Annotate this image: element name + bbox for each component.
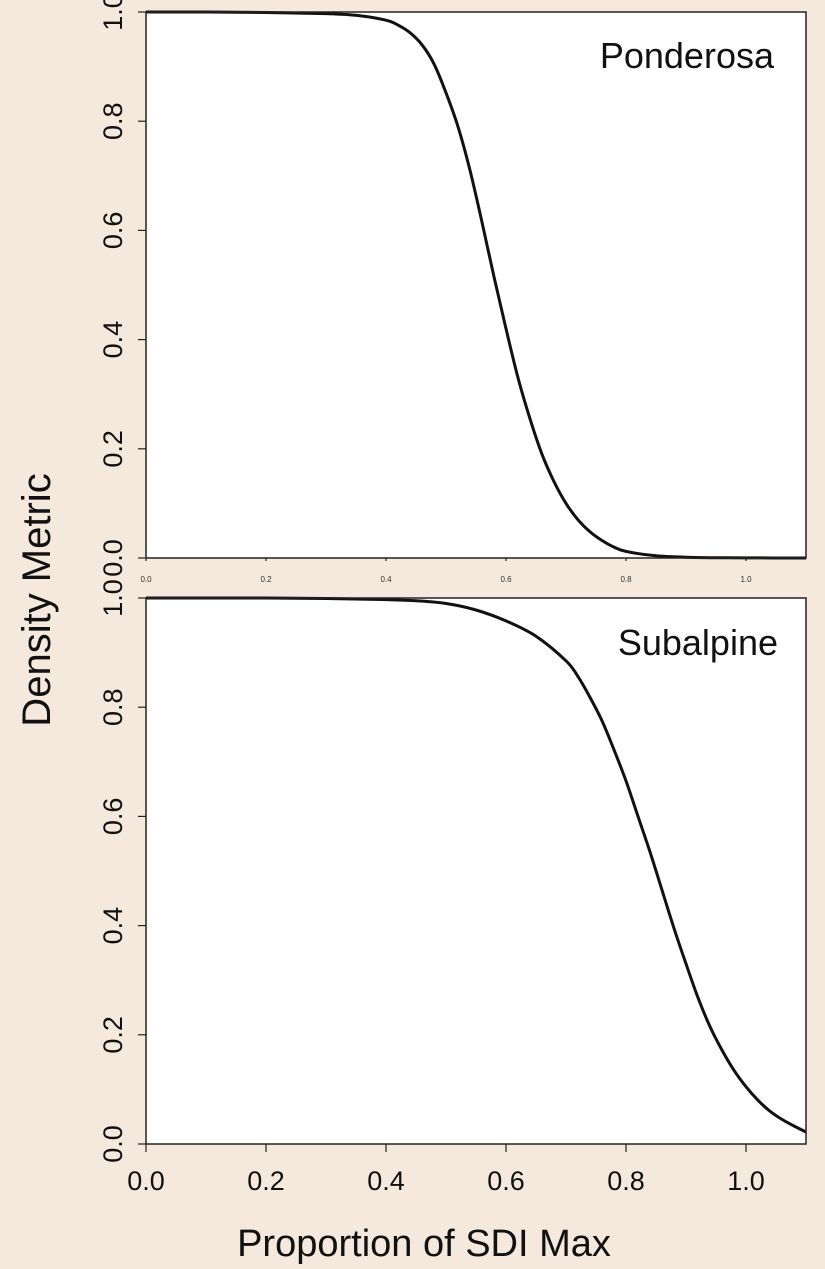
subalpine-plot-area xyxy=(146,598,806,1144)
subalpine-y-tick-label: 1.0 xyxy=(98,579,128,617)
subalpine-title: Subalpine xyxy=(618,622,778,663)
ponderosa-x-tick-label: 0.0 xyxy=(140,575,152,584)
subalpine-y-tick-label: 0.0 xyxy=(98,1125,128,1163)
ponderosa-plot-frame xyxy=(145,11,807,559)
ponderosa-y-tick-label: 0.8 xyxy=(98,102,128,140)
subalpine-plot-frame xyxy=(145,597,807,1145)
subalpine-x-tick-label: 1.0 xyxy=(727,1166,765,1196)
subalpine-x-tick-label: 0.8 xyxy=(607,1166,645,1196)
subalpine-y-tick-label: 0.8 xyxy=(98,688,128,726)
ponderosa-x-tick-label: 1.0 xyxy=(740,575,752,584)
subalpine-panel: 0.0 0.2 0.4 0.6 0.8 1.0 0.0 0.2 0.4 0.6 0.8 1.0 Su… xyxy=(98,579,807,1196)
ponderosa-plot-area xyxy=(146,12,806,558)
ponderosa-curve xyxy=(145,10,807,560)
ponderosa-y-tick-label: 0.2 xyxy=(98,430,128,468)
subalpine-curve xyxy=(146,596,807,1134)
ponderosa-y-tick-label: 1.0 xyxy=(98,0,128,31)
subalpine-x-tick-label: 0.0 xyxy=(127,1166,165,1196)
ponderosa-y-tick-label: 0.0 xyxy=(98,539,128,577)
y-axis-label: Density Metric xyxy=(15,473,59,726)
subalpine-y-ticks: 0.0 0.2 0.4 0.6 0.8 1.0 xyxy=(98,579,146,1163)
subalpine-x-ticks: 0.0 0.2 0.4 0.6 0.8 1.0 xyxy=(127,1144,765,1196)
ponderosa-title: Ponderosa xyxy=(600,35,775,76)
x-axis-label: Proportion of SDI Max xyxy=(237,1223,611,1265)
ponderosa-x-tick-label: 0.4 xyxy=(380,575,392,584)
ponderosa-y-tick-label: 0.4 xyxy=(98,321,128,359)
subalpine-y-tick-label: 0.4 xyxy=(98,907,128,945)
subalpine-x-tick-label: 0.2 xyxy=(247,1166,285,1196)
subalpine-x-tick-label: 0.4 xyxy=(367,1166,405,1196)
ponderosa-x-tick-label: 0.2 xyxy=(260,575,272,584)
ponderosa-x-tick-label: 0.6 xyxy=(500,575,512,584)
ponderosa-y-tick-label: 0.6 xyxy=(98,212,128,250)
subalpine-y-tick-label: 0.2 xyxy=(98,1016,128,1054)
ponderosa-x-tick-label: 0.8 xyxy=(620,575,632,584)
subalpine-x-tick-label: 0.6 xyxy=(487,1166,525,1196)
subalpine-y-tick-label: 0.6 xyxy=(98,798,128,836)
ponderosa-panel: 0.0 0.2 0.4 0.6 0.8 1.0 0.0 0.2 0.4 0.6 0.8 1.0 Po… xyxy=(98,0,807,584)
ponderosa-y-ticks: 0.0 0.2 0.4 0.6 0.8 1.0 xyxy=(98,0,146,577)
